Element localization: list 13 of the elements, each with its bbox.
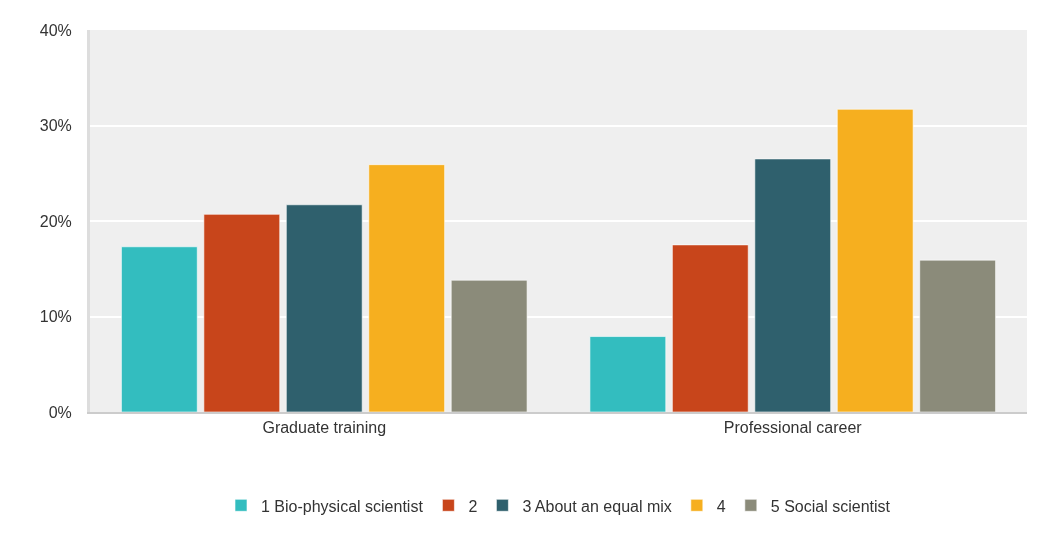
y-tick-label: 0% bbox=[48, 403, 72, 421]
y-tick-label: 40% bbox=[39, 21, 72, 39]
legend-label: 3 About an equal mix bbox=[522, 497, 672, 515]
x-tick-label: Graduate training bbox=[262, 419, 387, 437]
legend-label: 4 bbox=[716, 497, 726, 515]
y-tick-label: 10% bbox=[39, 308, 72, 326]
legend-label: 2 bbox=[468, 497, 478, 515]
y-tick-label: 20% bbox=[39, 212, 72, 230]
bar bbox=[589, 336, 667, 412]
x-tick-label: Professional career bbox=[723, 419, 863, 437]
legend-label: 1 Bio-physical scientist bbox=[261, 497, 424, 515]
y-tick-label: 30% bbox=[39, 117, 72, 135]
legend-label: 5 Social scientist bbox=[770, 497, 891, 515]
